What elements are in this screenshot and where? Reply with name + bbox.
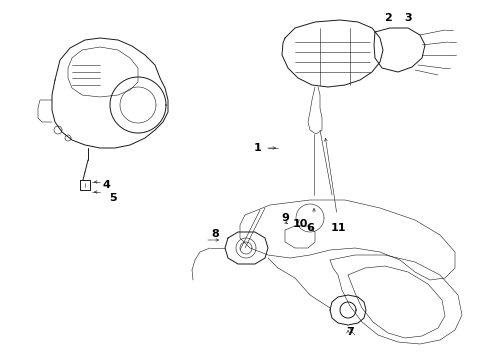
Text: 3: 3 xyxy=(404,13,412,23)
Text: 1: 1 xyxy=(254,143,262,153)
Text: 7: 7 xyxy=(346,327,354,337)
Text: 9: 9 xyxy=(281,213,289,223)
Text: 8: 8 xyxy=(211,229,219,239)
Text: 6: 6 xyxy=(306,223,314,233)
Text: 11: 11 xyxy=(330,223,346,233)
Text: 5: 5 xyxy=(109,193,117,203)
Text: 10: 10 xyxy=(293,219,308,229)
Text: 2: 2 xyxy=(384,13,392,23)
Text: 4: 4 xyxy=(102,180,110,190)
